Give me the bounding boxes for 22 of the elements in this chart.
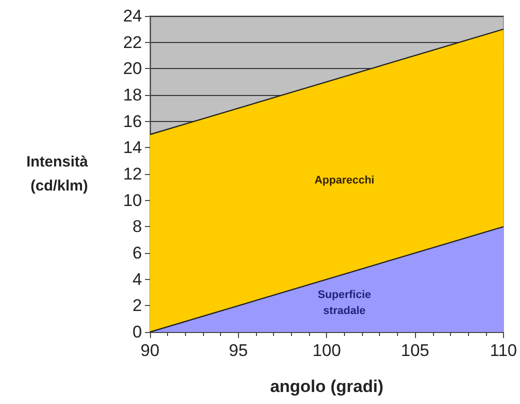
x-tick-label: 110 <box>490 341 518 360</box>
y-tick-label: 12 <box>123 164 142 184</box>
y-tick-label: 10 <box>123 190 142 210</box>
y-tick-label: 24 <box>123 6 142 26</box>
x-tick-label: 100 <box>312 341 341 360</box>
y-tick-label: 16 <box>123 112 142 131</box>
series-label: Superficie stradale <box>318 289 371 318</box>
y-tick-label: 0 <box>132 322 142 342</box>
y-tick-label: 18 <box>123 86 142 104</box>
y-tick-label: 22 <box>123 32 142 52</box>
series-label: Apparecchi <box>314 174 374 187</box>
y-tick-label: 2 <box>132 296 142 316</box>
y-tick-label: 4 <box>132 270 142 289</box>
y-tick-label: 20 <box>123 59 142 78</box>
x-tick-label: 95 <box>228 341 248 360</box>
y-tick-label: 14 <box>123 138 142 158</box>
x-tick-label: 90 <box>140 341 160 360</box>
x-axis-title: angolo (gradi) <box>270 377 384 396</box>
y-axis-title: Intensità (cd/klm) <box>26 154 89 194</box>
y-tick-label: 6 <box>132 244 142 262</box>
y-tick-label: 8 <box>132 217 142 236</box>
x-tick-label: 105 <box>400 341 430 360</box>
